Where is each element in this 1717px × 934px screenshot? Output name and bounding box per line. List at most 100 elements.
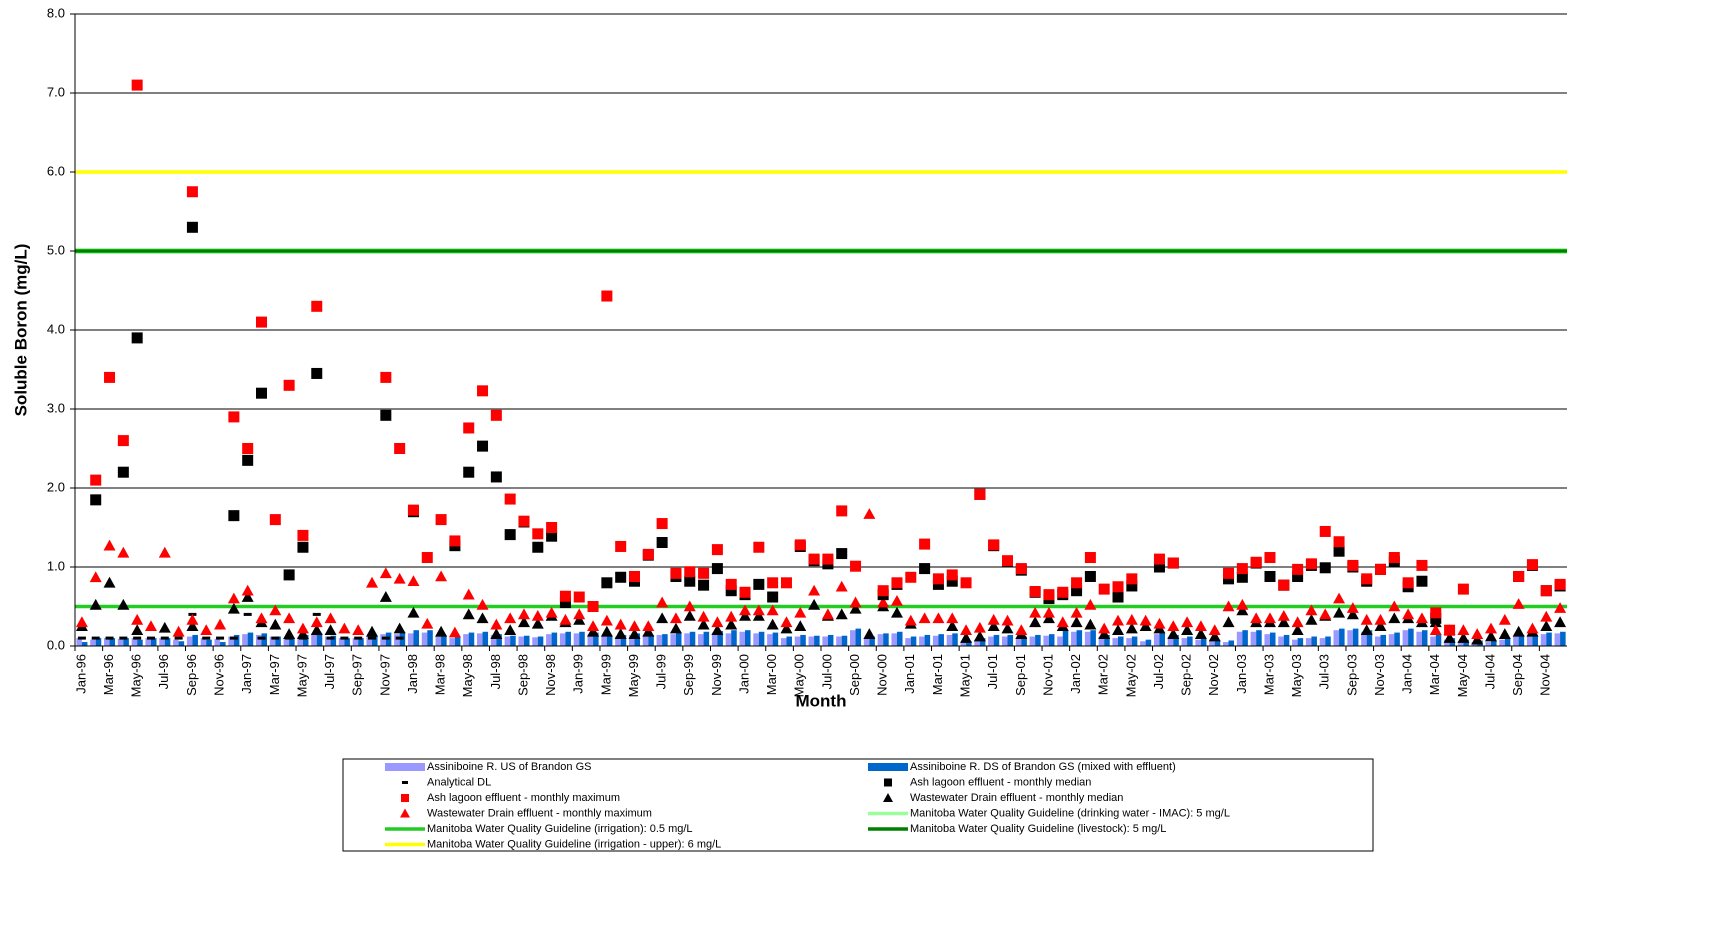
square-marker [186,186,198,198]
triangle-marker [1056,616,1069,628]
bar [670,634,676,646]
square-marker [1347,559,1359,571]
triangle-marker [1167,620,1180,632]
x-tick-label: Sep-99 [681,654,696,696]
square-marker [1153,561,1165,573]
bar [1499,639,1505,646]
y-tick-label: 0.0 [47,637,65,652]
bar [684,633,690,646]
triangle-marker [752,604,765,616]
triangle-marker [296,628,309,639]
square-marker [546,522,558,533]
square-marker [104,371,116,383]
triangle-marker [1042,612,1055,624]
triangle-marker [821,608,834,620]
square-marker [601,577,613,589]
bar [1380,634,1387,646]
bar [546,634,552,646]
bar [1504,638,1511,646]
legend-swatch [400,808,410,818]
x-tick-label: Nov-99 [709,654,724,696]
legend-label: Manitoba Water Quality Guideline (livest… [910,823,1166,835]
bar [504,636,511,646]
triangle-marker [324,624,337,635]
bar [822,636,828,646]
square-marker [394,443,406,454]
x-tick-label: Jan-03 [1234,654,1249,694]
triangle-marker [504,624,517,635]
bar [1242,630,1248,646]
bar [394,634,400,646]
triangle-marker [987,620,1000,632]
bar [537,636,544,646]
bar [919,636,925,646]
bar [1526,636,1533,646]
bar [711,632,718,646]
triangle-marker [587,620,600,632]
triangle-marker [490,628,503,639]
bar [482,631,489,646]
x-tick-label: Mar-01 [930,654,945,695]
bar [1402,630,1409,646]
bar [261,633,268,646]
dl-marker [77,636,86,640]
square-marker [242,443,254,454]
square-marker [891,577,903,589]
triangle-marker [1485,630,1498,642]
bar [1408,628,1414,646]
x-tick-label: May-00 [792,654,807,697]
bar [725,633,732,646]
triangle-marker [283,628,296,639]
triangle-marker [531,609,544,621]
x-tick-label: Nov-00 [875,654,890,696]
square-marker [297,529,309,541]
triangle-marker [158,621,171,633]
legend-swatch [884,778,892,787]
bar [150,638,157,646]
y-tick-label: 4.0 [47,321,65,336]
dl-marker [133,636,142,640]
bar [772,632,779,646]
x-tick-label: Sep-03 [1344,654,1359,696]
y-tick-label: 2.0 [47,479,65,494]
triangle-marker [628,628,641,639]
square-marker [698,579,710,591]
triangle-marker [1139,614,1152,626]
x-tick-label: Mar-96 [101,654,116,695]
square-marker [698,567,710,579]
bar [780,638,787,646]
bar [924,634,931,646]
bar [1181,638,1188,646]
x-tick-label: Jul-98 [488,654,503,689]
square-marker [242,454,254,466]
square-marker [90,474,102,486]
x-tick-label: May-02 [1123,654,1138,697]
bar [1554,633,1561,646]
triangle-marker [766,604,779,616]
square-marker [1071,577,1083,589]
dl-marker [395,636,404,640]
square-marker [932,573,944,585]
triangle-marker [1319,608,1332,620]
triangle-marker [573,613,586,625]
bar [1131,636,1138,646]
bar [883,633,889,646]
bar [551,632,558,646]
bar [109,638,116,646]
bar [1297,638,1304,646]
bar [1319,638,1326,646]
triangle-marker [407,606,420,618]
bar [1043,635,1049,646]
triangle-marker [1333,592,1346,604]
bar [275,636,281,646]
dl-marker [257,636,266,640]
bar [1283,634,1290,646]
triangle-marker [227,602,240,614]
bar [960,642,967,646]
legend-swatch [385,763,425,771]
bar [518,636,524,646]
bar [330,635,337,646]
bar [477,633,483,646]
bar [1339,628,1345,646]
triangle-marker [1457,632,1470,643]
